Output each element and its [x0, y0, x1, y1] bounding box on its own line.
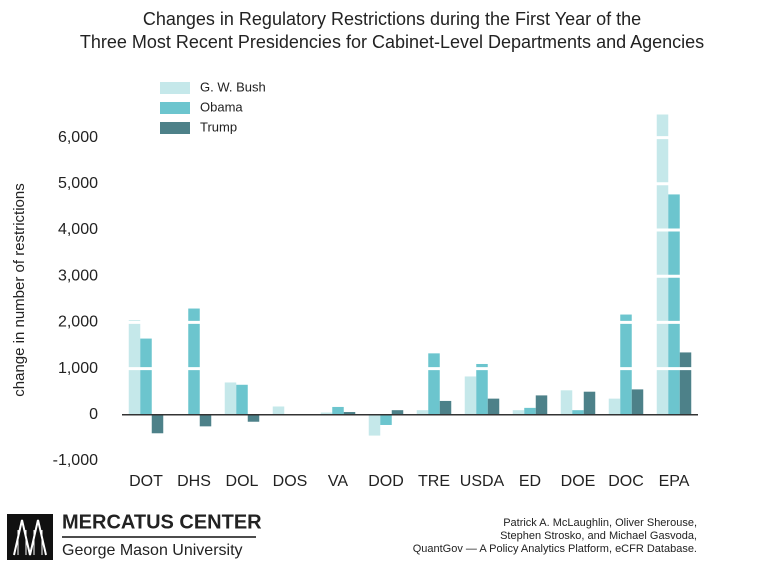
legend-label: Obama — [200, 99, 243, 114]
logo-name: MERCATUS CENTER — [62, 511, 262, 533]
bar — [428, 353, 440, 415]
x-tick-label: ED — [519, 473, 541, 490]
x-tick-label: USDA — [460, 473, 505, 490]
y-tick-label: 3,000 — [58, 267, 98, 284]
bar — [416, 410, 429, 415]
x-tick-label: DOS — [273, 473, 308, 490]
bar — [380, 414, 392, 425]
x-tick-label: DOL — [226, 473, 259, 490]
y-tick-label: 4,000 — [58, 221, 98, 238]
bar — [583, 391, 596, 415]
bar — [236, 384, 248, 415]
x-tick-label: DOC — [608, 473, 644, 490]
bar — [476, 363, 488, 415]
bar — [487, 398, 500, 415]
bar — [199, 414, 212, 427]
bar — [188, 308, 200, 415]
logo-sub: George Mason University — [62, 542, 243, 559]
bar — [391, 410, 404, 415]
legend-swatch — [160, 82, 190, 94]
legend-swatch — [160, 122, 190, 134]
bar — [524, 407, 536, 415]
bar — [439, 400, 452, 415]
chart-title: Three Most Recent Presidencies for Cabin… — [80, 32, 704, 52]
credit: QuantGov — A Policy Analytics Platform, … — [413, 543, 697, 555]
logo-icon — [7, 514, 53, 560]
bar — [512, 410, 525, 415]
bar — [272, 406, 285, 415]
chart-title: Changes in Regulatory Restrictions durin… — [143, 9, 641, 29]
y-tick-label: 0 — [89, 406, 98, 423]
y-tick-label: 6,000 — [58, 129, 98, 146]
bar — [247, 414, 260, 422]
legend-swatch — [160, 102, 190, 114]
bar — [656, 114, 669, 415]
bar — [320, 412, 333, 415]
bar — [368, 414, 381, 436]
bar — [140, 338, 152, 415]
x-tick-label: DOT — [129, 473, 163, 490]
x-tick-label: EPA — [659, 473, 690, 490]
y-axis-label: change in number of restrictions — [11, 183, 28, 396]
bar — [535, 395, 548, 415]
x-tick-label: VA — [328, 473, 348, 490]
credit: Patrick A. McLaughlin, Oliver Sherouse, — [503, 517, 697, 529]
y-tick-label: 5,000 — [58, 175, 98, 192]
credit: Stephen Strosko, and Michael Gasvoda, — [500, 530, 697, 542]
bar — [631, 389, 644, 415]
x-tick-label: DOD — [368, 473, 404, 490]
y-tick-label: 2,000 — [58, 314, 98, 331]
bar — [572, 410, 584, 415]
legend-label: G. W. Bush — [200, 79, 266, 94]
y-tick-label: -1,000 — [53, 452, 98, 469]
x-tick-label: TRE — [418, 473, 450, 490]
bar — [224, 382, 237, 415]
y-tick-label: 1,000 — [58, 360, 98, 377]
bar — [560, 390, 573, 415]
bar — [679, 352, 692, 415]
x-tick-label: DOE — [561, 473, 596, 490]
bar — [620, 314, 632, 415]
bar — [464, 376, 477, 415]
x-tick-label: DHS — [177, 473, 211, 490]
bar — [343, 412, 356, 415]
bar — [668, 194, 680, 415]
bar — [608, 398, 621, 415]
bar — [332, 406, 344, 415]
bar — [151, 414, 164, 434]
legend-label: Trump — [200, 119, 237, 134]
